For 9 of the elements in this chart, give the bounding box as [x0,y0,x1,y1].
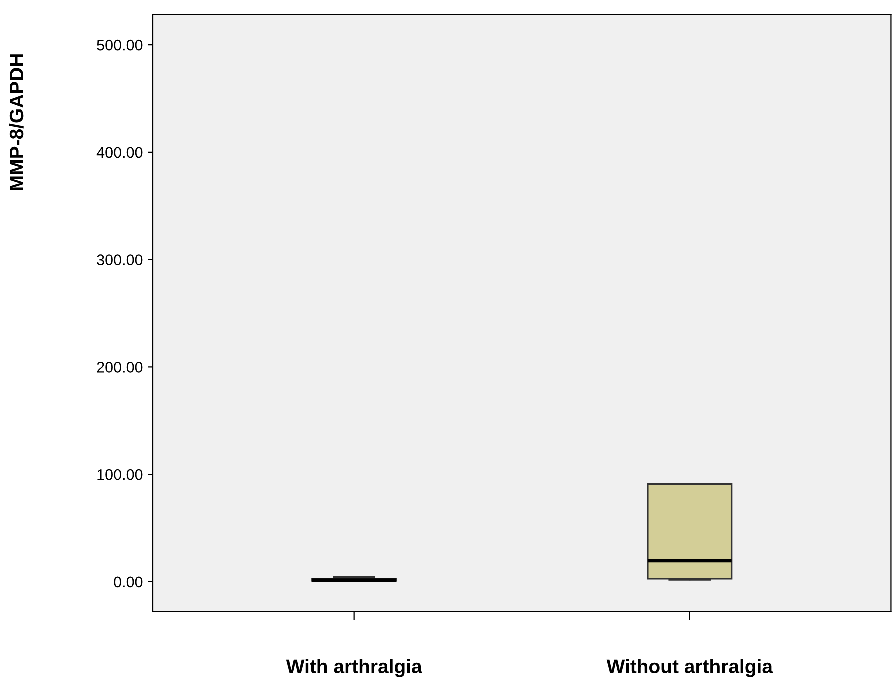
y-axis-title: MMP-8/GAPDH [9,54,24,190]
y-tick-label: 100.00 [98,469,143,480]
x-tick-label: With arthralgia [286,659,422,678]
x-tick-label: Without arthralgia [606,659,774,678]
y-tick-label: 300.00 [97,254,143,266]
y-tick-label: 200.00 [97,362,143,373]
y-tick-label: 0.00 [114,576,143,588]
y-tick-label: 500.00 [97,40,143,51]
y-tick-label: 400.00 [96,147,143,158]
